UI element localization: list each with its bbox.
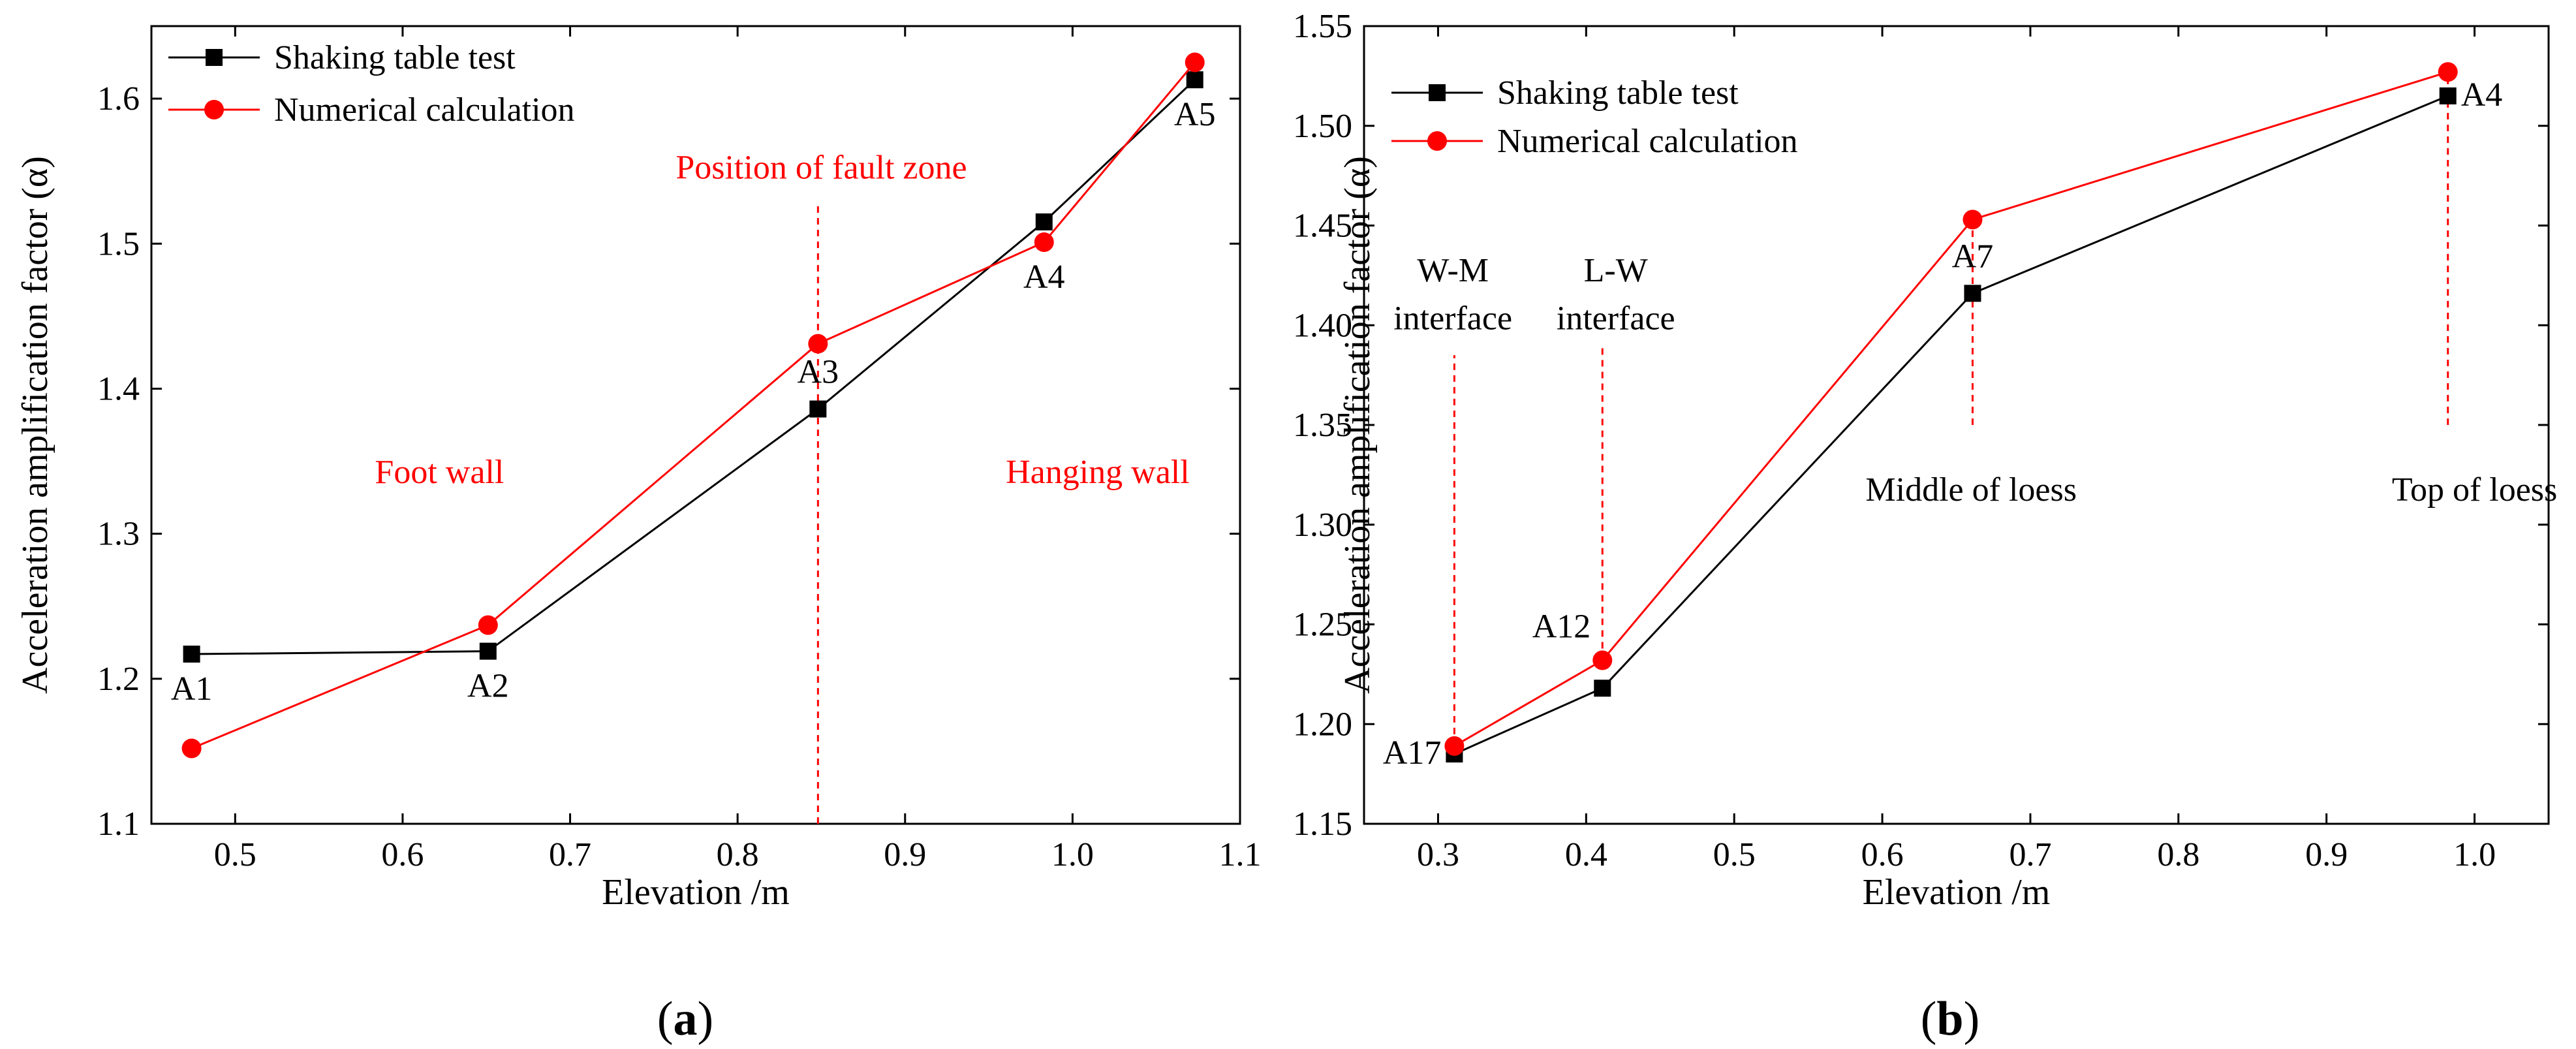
legend-marker-test-b bbox=[1429, 84, 1446, 101]
data-point-test-a bbox=[1186, 71, 1203, 89]
x-tick-label-a: 1.0 bbox=[1051, 836, 1094, 873]
annotation-b: interface bbox=[1393, 300, 1512, 337]
data-point-numerical-a bbox=[181, 738, 202, 759]
y-tick-label-b: 1.50 bbox=[1293, 108, 1352, 145]
y-tick-label-b: 1.20 bbox=[1293, 706, 1352, 743]
point-label-b: A4 bbox=[2461, 76, 2503, 114]
legend-label-a: Numerical calculation bbox=[274, 91, 575, 129]
y-tick-label-b: 1.55 bbox=[1293, 8, 1352, 45]
legend-label-b: Shaking table test bbox=[1497, 74, 1739, 112]
plot-frame-a bbox=[150, 25, 1241, 825]
caption-a-letter: a bbox=[674, 992, 698, 1046]
legend-marker-numerical-b bbox=[1427, 131, 1447, 151]
point-label-a: A1 bbox=[171, 670, 213, 708]
data-point-numerical-a bbox=[1034, 232, 1054, 253]
legend-marker-test-a bbox=[206, 49, 223, 66]
annotation-b: L-W bbox=[1584, 252, 1648, 289]
caption-a: (a) bbox=[657, 992, 713, 1046]
data-point-numerical-a bbox=[1185, 52, 1205, 72]
data-point-test-b bbox=[1964, 285, 1981, 302]
legend-label-a: Shaking table test bbox=[274, 39, 516, 76]
x-tick-label-b: 0.8 bbox=[2157, 836, 2199, 873]
point-label-a: A3 bbox=[798, 354, 839, 391]
y-tick-label-a: 1.3 bbox=[97, 516, 140, 553]
data-point-numerical-b bbox=[1963, 210, 1983, 230]
annotation-b: interface bbox=[1557, 300, 1675, 337]
series-line-numerical-b bbox=[1453, 70, 2449, 747]
y-tick-label-b: 1.45 bbox=[1293, 208, 1352, 245]
chart-panel-b: 0.3 0.4 0.5 0.6 0.7 0.8 0.9 1.0 1.15 1.20 1.25 1.30… bbox=[1293, 8, 2557, 913]
y-tick-label-b: 1.40 bbox=[1293, 307, 1352, 344]
y-tick-label-a: 1.1 bbox=[97, 806, 140, 843]
x-tick-label-a: 1.1 bbox=[1219, 836, 1262, 873]
data-point-test-a bbox=[809, 400, 827, 418]
data-point-numerical-a bbox=[808, 334, 828, 354]
y-tick-label-a: 1.2 bbox=[97, 661, 140, 698]
y-axis-label-a: Acceleration amplification factor (α) bbox=[15, 156, 55, 694]
y-tick-label-b: 1.15 bbox=[1293, 806, 1352, 843]
data-point-numerical-b bbox=[1592, 650, 1613, 670]
data-point-numerical-b bbox=[1444, 736, 1465, 756]
x-tick-label-b: 0.7 bbox=[2009, 836, 2051, 873]
caption-b-letter: b bbox=[1936, 992, 1963, 1046]
data-point-numerical-a bbox=[478, 615, 498, 635]
point-label-b: A17 bbox=[1383, 734, 1442, 772]
x-tick-label-b: 1.0 bbox=[2453, 836, 2496, 873]
chart-panel-a: 0.5 0.6 0.7 0.8 0.9 1.0 1.1 1.1 1.2 1.3 1.4 1.5 1.6 E… bbox=[15, 25, 1262, 913]
annotation-b: W-M bbox=[1417, 252, 1489, 289]
annotation-a: Foot wall bbox=[375, 454, 504, 491]
y-tick-label-b: 1.35 bbox=[1293, 407, 1352, 444]
x-tick-label-a: 0.5 bbox=[214, 836, 256, 873]
x-tick-label-b: 0.6 bbox=[1861, 836, 1904, 873]
x-tick-label-b: 0.3 bbox=[1417, 836, 1459, 873]
x-axis-label-a: Elevation /m bbox=[602, 872, 790, 913]
point-label-a: A2 bbox=[467, 668, 509, 705]
data-point-test-a bbox=[183, 646, 200, 663]
caption-b: (b) bbox=[1921, 992, 1979, 1046]
data-point-numerical-b bbox=[2438, 62, 2458, 82]
x-axis-label-b: Elevation /m bbox=[1863, 872, 2051, 913]
point-label-a: A5 bbox=[1174, 96, 1216, 133]
data-point-test-a bbox=[1035, 213, 1053, 230]
y-tick-label-b: 1.30 bbox=[1293, 507, 1352, 544]
x-tick-label-a: 0.8 bbox=[717, 836, 759, 873]
x-tick-label-b: 0.4 bbox=[1565, 836, 1607, 873]
data-point-test-b bbox=[1594, 680, 1611, 697]
point-label-b: A7 bbox=[1952, 238, 1994, 275]
y-tick-label-b: 1.25 bbox=[1293, 606, 1352, 644]
x-tick-label-a: 0.6 bbox=[381, 836, 424, 873]
annotation-a: Position of fault zone bbox=[675, 149, 967, 186]
legend-marker-numerical-a bbox=[204, 100, 224, 119]
annotation-b: Middle of loess bbox=[1865, 471, 2077, 509]
y-tick-label-a: 1.4 bbox=[97, 370, 140, 407]
x-tick-label-b: 0.5 bbox=[1713, 836, 1756, 873]
annotation-b: Top of loess bbox=[2392, 471, 2557, 509]
data-point-test-a bbox=[479, 642, 497, 660]
y-tick-label-a: 1.5 bbox=[97, 225, 140, 262]
point-label-b: A12 bbox=[1532, 608, 1591, 645]
x-tick-label-a: 0.9 bbox=[884, 836, 926, 873]
x-tick-label-b: 0.9 bbox=[2305, 836, 2348, 873]
data-point-test-b bbox=[2439, 87, 2457, 104]
panel-captions: (a) (b) bbox=[657, 992, 1979, 1046]
x-tick-label-a: 0.7 bbox=[549, 836, 591, 873]
point-label-a: A4 bbox=[1023, 258, 1065, 296]
legend-label-b: Numerical calculation bbox=[1497, 123, 1798, 160]
y-axis-label-b: Acceleration amplification factor (α) bbox=[1337, 156, 1378, 694]
series-line-test-b bbox=[1453, 95, 2449, 755]
y-tick-label-a: 1.6 bbox=[97, 80, 140, 117]
annotation-a: Hanging wall bbox=[1006, 454, 1190, 491]
